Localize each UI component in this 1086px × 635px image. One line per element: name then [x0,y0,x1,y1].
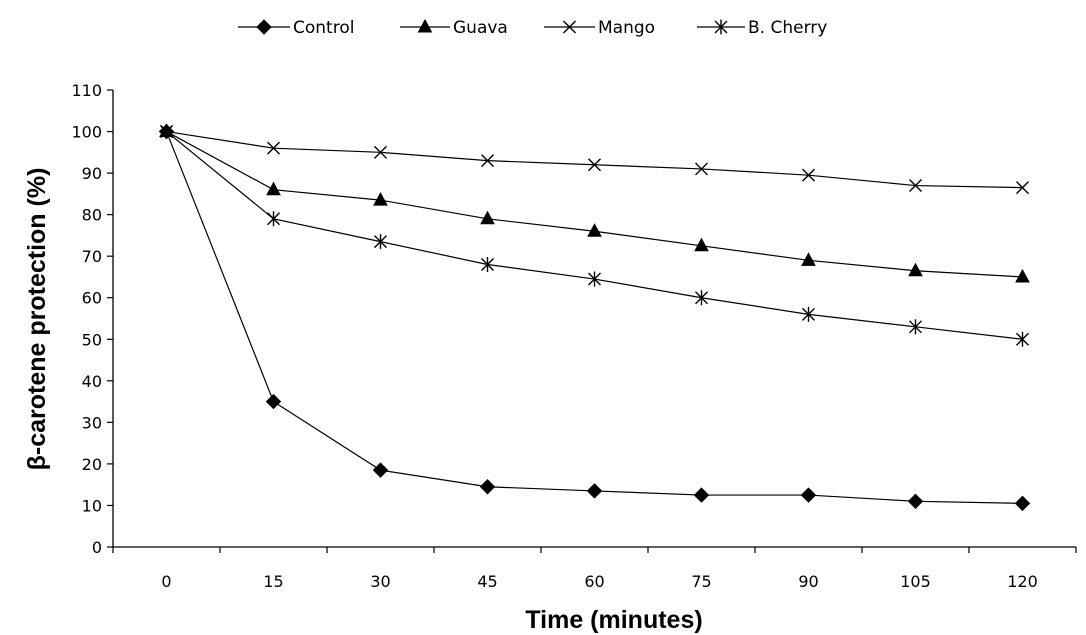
data-point-guava [480,210,495,225]
data-point-mango [802,168,815,182]
series-b-cherry [160,124,1029,347]
y-tick-label: 30 [82,413,102,432]
data-point-b-cherry [802,306,815,322]
data-point-b-cherry [588,271,601,287]
data-point-b-cherry [374,234,387,250]
data-point-mango [1016,181,1029,195]
data-point-control [1014,495,1031,512]
legend-marker [417,18,433,33]
legend-label: Mango [598,18,655,38]
data-point-mango [481,154,494,168]
y-tick-label: 0 [92,538,102,557]
data-point-control [907,493,924,510]
series-mango [160,125,1029,195]
data-point-control [586,483,603,499]
data-point-b-cherry [160,124,173,140]
data-point-b-cherry [481,256,494,272]
y-tick-label: 80 [82,206,102,225]
x-tick-label: 75 [691,572,711,591]
x-tick-label: 30 [370,572,390,591]
y-axis: 0 10 20 30 40 50 60 70 80 90 100 110 [71,81,114,557]
legend-label: Control [293,18,354,38]
legend-item-control: Control [238,18,354,38]
x-tick-label: 120 [1007,572,1038,591]
data-point-control [372,462,389,478]
data-point-b-cherry [267,211,280,227]
legend-item-guava: Guava [400,18,508,38]
series-control [158,123,1031,512]
data-point-mango [374,145,387,159]
x-tick-label: 45 [477,572,497,591]
legend-marker [256,19,272,35]
legend-marker [563,20,576,34]
x-tick-label: 105 [900,572,931,591]
data-point-guava [694,237,709,252]
data-point-mango [267,141,280,155]
series-line-guava [166,131,1023,278]
y-tick-label: 50 [82,330,102,349]
x-tick-label: 60 [584,572,604,591]
data-point-b-cherry [695,290,708,306]
y-tick-label: 60 [82,289,102,308]
legend-label: Guava [453,18,508,38]
y-axis-title: β-carotene protection (%) [23,168,51,471]
series-line-control [165,131,1023,504]
y-tick-label: 100 [71,123,102,142]
y-tick-label: 90 [82,164,102,183]
data-point-control [800,487,817,503]
y-tick-label: 70 [82,247,102,266]
y-tick-label: 10 [82,496,102,515]
series-line-mango [166,130,1023,189]
x-tick-label: 0 [161,572,171,591]
x-tick-label: 15 [263,572,283,591]
x-axis: 0 15 30 45 60 75 90 105 120 [112,546,1077,591]
data-point-mango [909,179,922,193]
data-point-guava [266,181,281,196]
data-point-b-cherry [909,319,922,335]
data-point-mango [588,158,601,172]
data-point-mango [695,162,708,176]
data-point-guava [373,192,388,206]
legend-label: B. Cherry [748,18,827,38]
legend-item-mango: Mango [544,18,655,38]
legend-item-b-cherry: B. Cherry [697,18,827,38]
series-guava [159,123,1030,283]
data-point-control [479,479,496,495]
data-point-guava [587,223,602,237]
data-point-b-cherry [1016,331,1029,347]
legend-marker [714,19,728,35]
y-tick-label: 110 [71,81,102,100]
y-tick-label: 40 [82,372,102,391]
legend: Control Guava Mango B. Cherry [238,18,827,38]
data-point-guava [801,252,816,266]
data-point-control [265,393,282,410]
series-layer [158,123,1031,512]
y-tick-label: 20 [82,455,102,474]
data-point-guava [908,262,923,277]
x-axis-title: Time (minutes) [525,606,702,634]
data-point-guava [1015,268,1030,283]
data-point-control [693,487,710,503]
x-tick-label: 90 [798,572,818,591]
